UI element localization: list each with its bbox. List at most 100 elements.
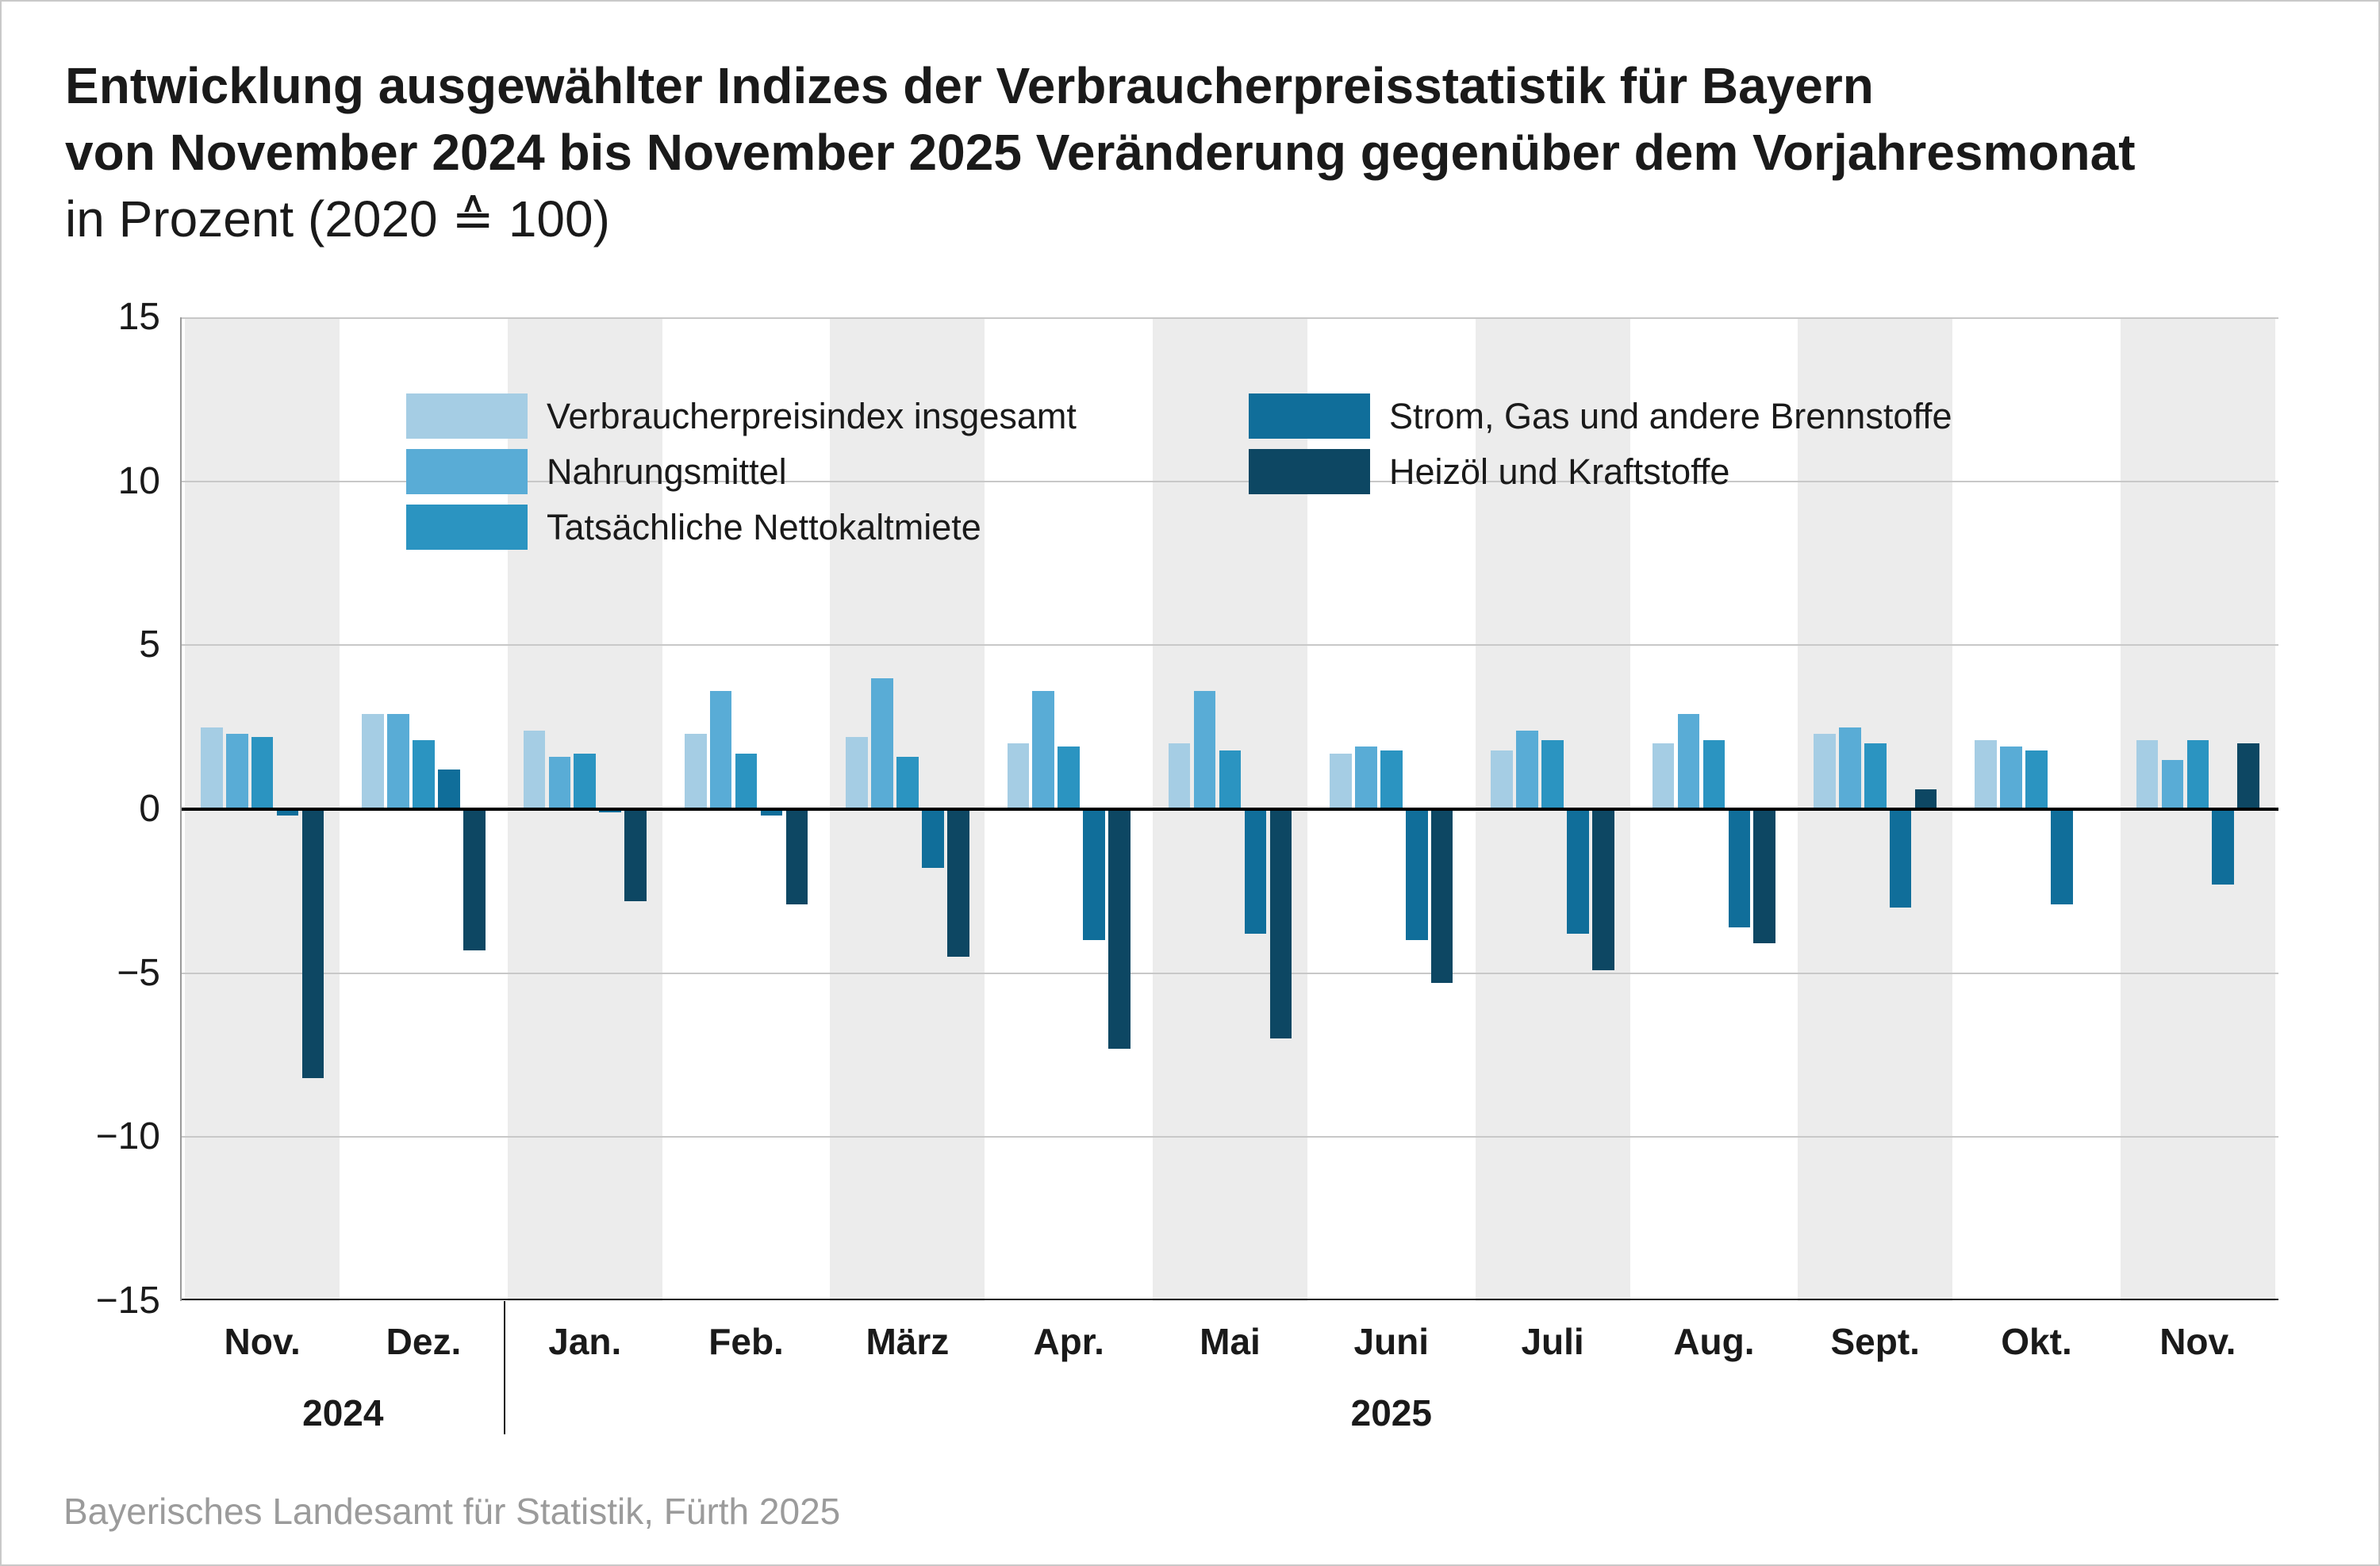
legend-swatch <box>406 505 528 550</box>
bar <box>301 809 324 1078</box>
legend-swatch <box>406 393 528 439</box>
y-tick-label: −10 <box>95 1115 160 1158</box>
bar <box>846 737 868 809</box>
bar <box>1168 743 1191 809</box>
year-label: 2024 <box>302 1392 384 1434</box>
bar <box>624 809 647 901</box>
legend-swatch <box>1249 393 1370 439</box>
bar <box>463 809 486 950</box>
bar <box>684 733 707 809</box>
bar <box>1567 809 1589 935</box>
bar <box>1058 747 1080 809</box>
legend-item: Heizöl und Kraftstoffe <box>1249 449 1729 494</box>
bar <box>276 809 299 816</box>
bar <box>2186 740 2209 809</box>
legend-item: Nahrungsmittel <box>406 449 787 494</box>
legend-label: Nahrungsmittel <box>547 451 787 492</box>
bar <box>760 809 783 816</box>
y-tick-label: 5 <box>139 624 160 666</box>
bar <box>735 753 758 809</box>
bar <box>1219 750 1242 809</box>
bar <box>1193 691 1216 809</box>
bar <box>599 809 621 813</box>
bar <box>523 730 546 809</box>
title-line-1: Entwicklung ausgewählter Indizes der Ver… <box>65 57 1874 114</box>
gridline <box>182 972 2278 974</box>
legend-label: Strom, Gas und andere Brennstoffe <box>1389 396 1952 436</box>
bar <box>1541 740 1564 809</box>
year-divider <box>503 1301 505 1434</box>
month-label: Nov. <box>2159 1321 2236 1362</box>
bar <box>1083 809 1105 941</box>
bar <box>1108 809 1130 1049</box>
month-label: Mai <box>1200 1321 1261 1362</box>
plot-area: Verbraucherpreisindex insgesamt Nahrungsm… <box>180 317 2278 1301</box>
legend-swatch <box>406 449 528 494</box>
month-label: März <box>866 1321 950 1362</box>
bar <box>413 740 435 809</box>
month-label: Dez. <box>386 1321 462 1362</box>
bar <box>1355 747 1377 809</box>
bar <box>2161 760 2184 809</box>
bar <box>225 733 248 809</box>
title-line-3: in Prozent (2020 ≙ 100) <box>65 190 610 248</box>
month-label: Okt. <box>2001 1321 2072 1362</box>
chart-title: Entwicklung ausgewählter Indizes der Ver… <box>65 52 2136 252</box>
bar <box>896 756 919 809</box>
bar <box>548 756 571 809</box>
y-tick-label: 0 <box>139 788 160 830</box>
y-tick-label: −5 <box>117 951 160 994</box>
zero-line <box>182 808 2278 811</box>
bar <box>2025 750 2048 809</box>
legend-item: Verbraucherpreisindex insgesamt <box>406 393 1077 439</box>
month-label: Apr. <box>1033 1321 1104 1362</box>
bar <box>362 714 384 809</box>
bar <box>1516 730 1538 809</box>
bar <box>1677 714 1700 809</box>
month-label: Juni <box>1353 1321 1430 1362</box>
bar <box>946 809 969 957</box>
bar <box>921 809 944 869</box>
title-line-2: von November 2024 bis November 2025 Verä… <box>65 124 2136 181</box>
legend-item: Strom, Gas und andere Brennstoffe <box>1249 393 1952 439</box>
gridline <box>182 1299 2278 1300</box>
bar <box>1330 753 1352 809</box>
legend-swatch <box>1249 449 1370 494</box>
gridline <box>182 480 2278 482</box>
bar <box>1702 740 1726 809</box>
gridline <box>182 644 2278 647</box>
legend-item: Tatsächliche Nettokaltmiete <box>406 505 981 550</box>
month-label: Feb. <box>708 1321 784 1362</box>
bar <box>1592 809 1614 970</box>
bar <box>1728 809 1751 927</box>
bar <box>251 737 274 809</box>
bar <box>1007 743 1030 809</box>
bar <box>200 727 223 809</box>
bar <box>1380 750 1403 809</box>
bar <box>387 714 409 809</box>
bar <box>2051 809 2073 904</box>
bar <box>1652 743 1675 809</box>
month-label: Juli <box>1521 1321 1584 1362</box>
source-note: Bayerisches Landesamt für Statistik, Für… <box>63 1491 841 1532</box>
bar <box>1491 750 1514 809</box>
bar <box>1405 809 1428 941</box>
month-label: Jan. <box>548 1321 622 1362</box>
y-tick-label: −15 <box>95 1280 160 1322</box>
year-label: 2025 <box>1350 1392 1432 1434</box>
month-label: Nov. <box>224 1321 301 1362</box>
legend-label: Verbraucherpreisindex insgesamt <box>547 396 1077 436</box>
bar <box>1814 733 1836 809</box>
bar <box>2212 809 2235 885</box>
bar <box>871 677 893 809</box>
bar <box>1244 809 1267 935</box>
y-tick-label: 10 <box>117 459 160 502</box>
bar <box>438 770 460 809</box>
bar <box>1889 809 1912 908</box>
month-label: Aug. <box>1673 1321 1755 1362</box>
bar <box>1430 809 1453 984</box>
bar <box>1975 740 1998 809</box>
legend-label: Tatsächliche Nettokaltmiete <box>547 507 981 547</box>
bar <box>1914 789 1937 809</box>
